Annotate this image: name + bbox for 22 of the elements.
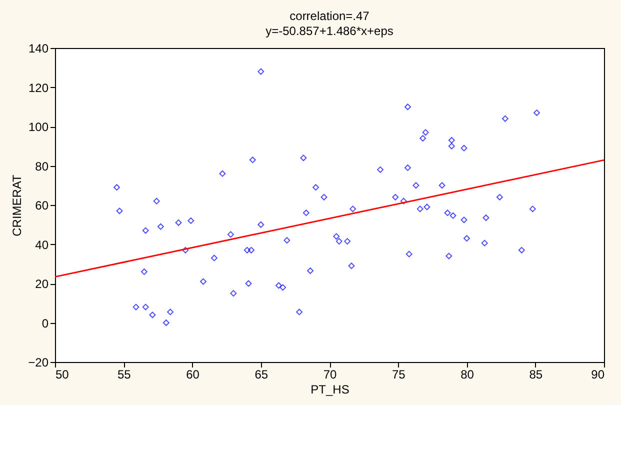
x-tick-label: 70 <box>323 368 337 382</box>
x-tick-label: 80 <box>460 368 474 382</box>
x-tick-label: 90 <box>591 368 605 382</box>
x-tick-label: 50 <box>56 368 70 382</box>
y-tick-label: −20 <box>28 356 49 370</box>
y-axis-title: CRIMERAT <box>10 174 24 236</box>
y-tick-label: 80 <box>35 159 49 174</box>
y-tick-label: 20 <box>35 277 49 291</box>
y-tick-label: 0 <box>42 316 49 330</box>
x-tick-label: 65 <box>254 368 268 382</box>
chart-subtitle: y=-50.857+1.486*x+eps <box>266 24 394 38</box>
y-tick-label: 100 <box>28 120 49 134</box>
y-tick-label: 60 <box>35 198 49 212</box>
x-axis-title: PT_HS <box>310 382 350 396</box>
y-tick-label: 120 <box>28 80 49 95</box>
x-tick-label: 75 <box>392 368 406 382</box>
x-tick-label: 60 <box>186 368 200 382</box>
y-tick-label: 140 <box>28 42 49 56</box>
x-tick-label: 55 <box>117 368 132 382</box>
chart-title: correlation=.47 <box>290 9 370 23</box>
y-tick-label: 40 <box>35 238 49 252</box>
x-tick-label: 85 <box>529 368 543 382</box>
